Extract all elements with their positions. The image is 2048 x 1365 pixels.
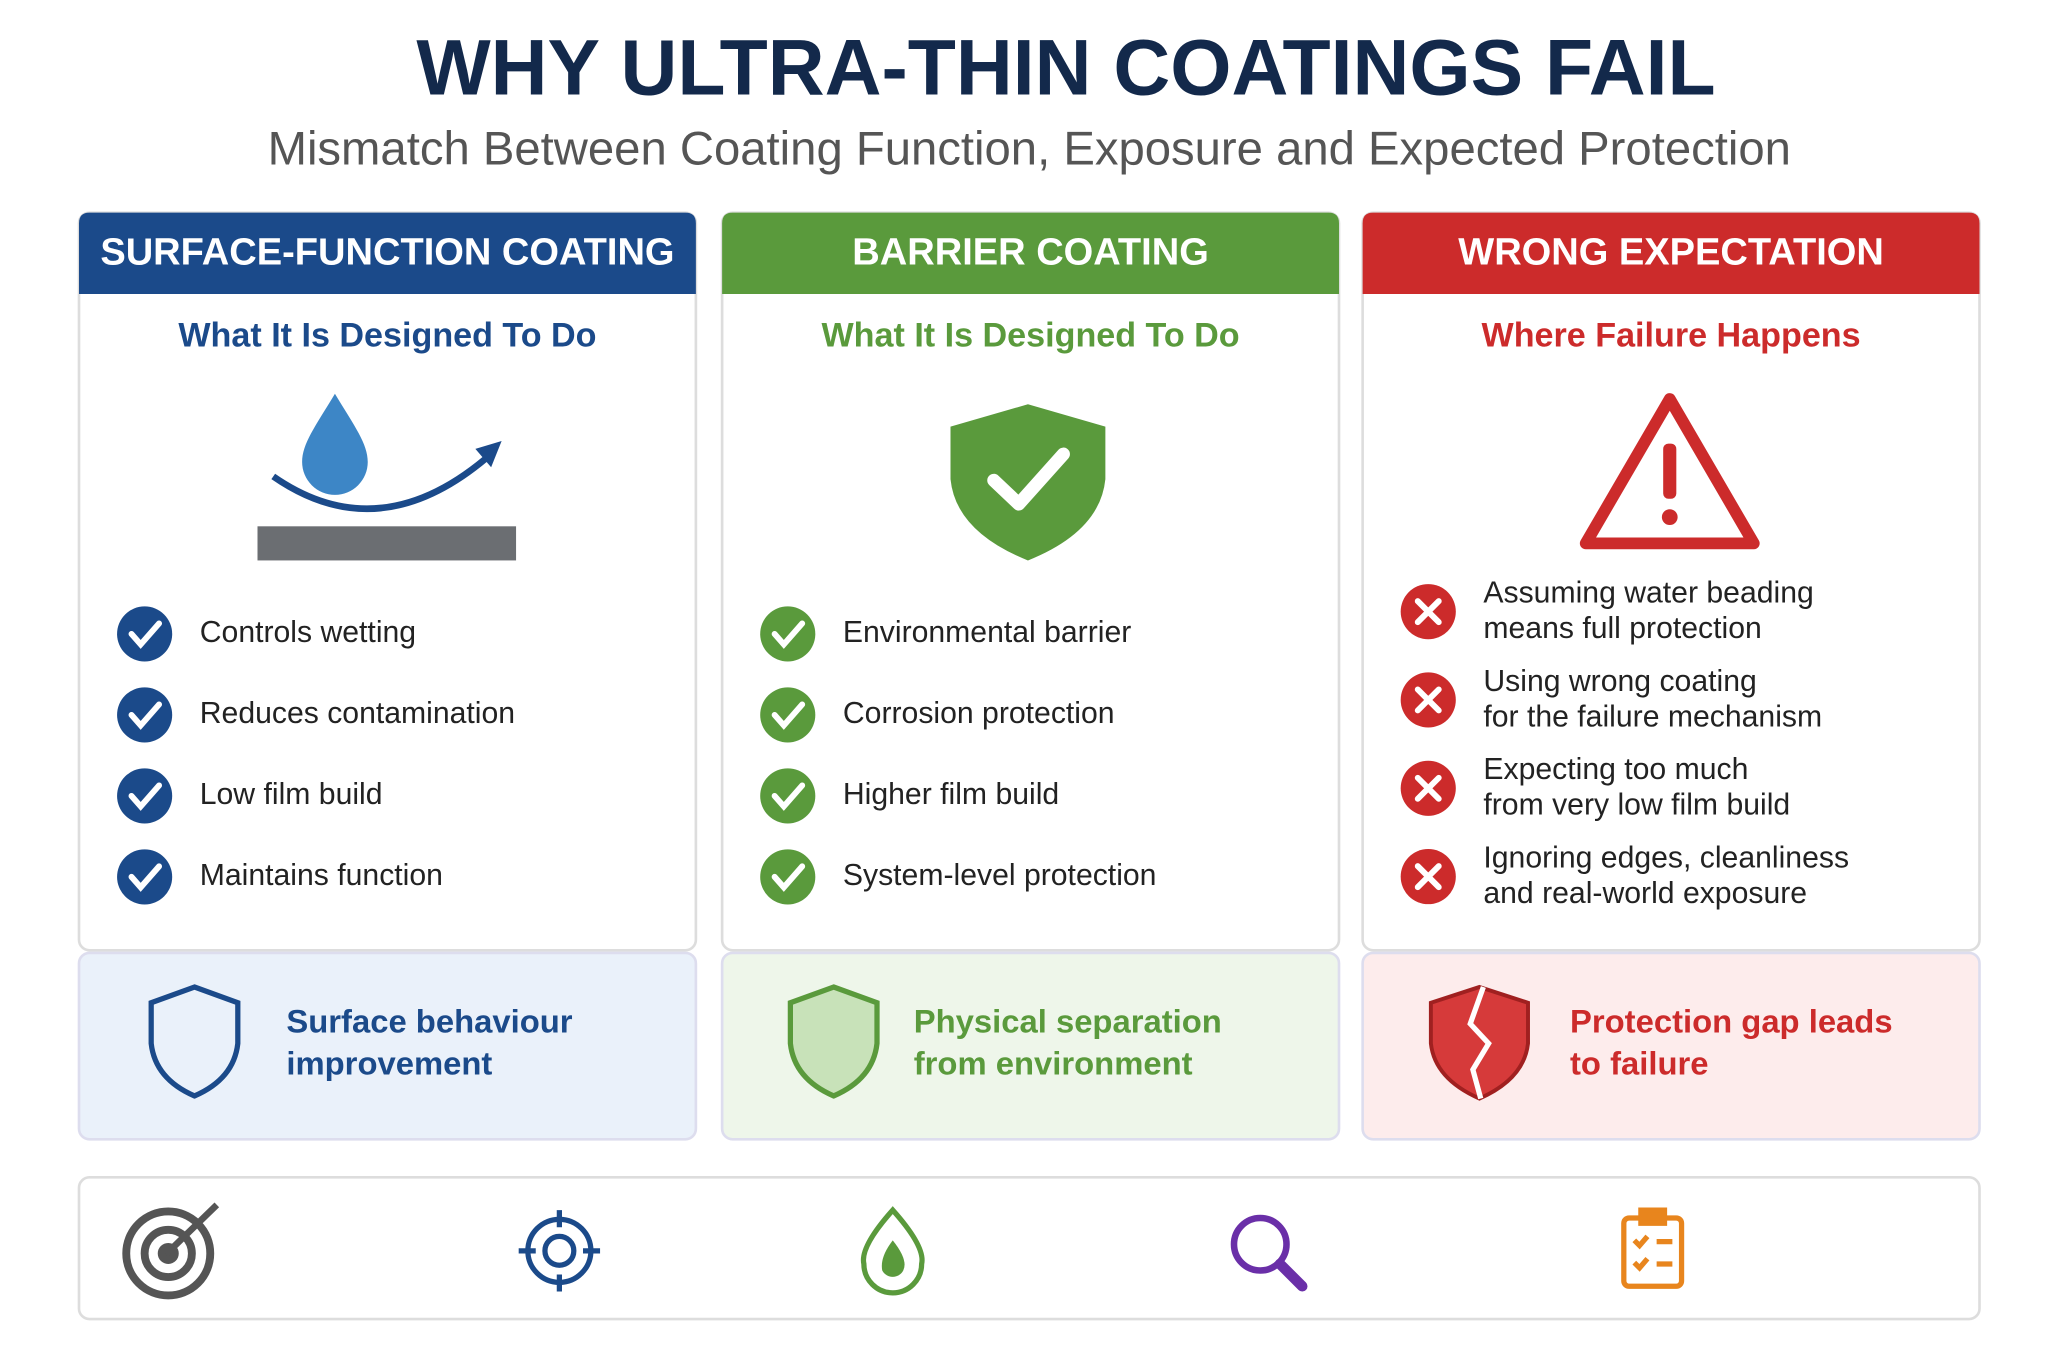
footer-text: improvement — [286, 1044, 492, 1081]
icon-glyph — [128, 863, 163, 892]
footer-shield — [148, 984, 241, 1099]
target-icon — [122, 1202, 220, 1300]
icon-glyph — [771, 701, 806, 730]
column-footer — [720, 951, 1341, 1141]
column-subheader: What It Is Designed To Do — [821, 316, 1239, 354]
column-header — [79, 212, 696, 294]
footer-shield — [787, 984, 880, 1099]
title: WHY ULTRA-THIN COATINGS FAIL — [416, 23, 1715, 111]
check-icon — [760, 687, 816, 743]
footer-text: Physical separation — [914, 1002, 1222, 1039]
shield-check-icon — [950, 404, 1106, 561]
success-bar — [77, 1176, 1981, 1321]
footer-shield-broken — [1428, 984, 1530, 1101]
check-icon — [760, 606, 816, 662]
item-text: Maintains function — [200, 859, 443, 892]
item-text: Environmental barrier — [843, 616, 1131, 649]
footer-text: Surface behaviour — [286, 1002, 572, 1039]
icon-glyph — [771, 620, 806, 649]
check-icon — [117, 606, 173, 662]
water-icon — [257, 393, 517, 561]
item-text: Reduces contamination — [200, 697, 515, 730]
item-text: Using wrong coating — [1483, 665, 1756, 698]
column-subheader: What It Is Designed To Do — [178, 316, 596, 354]
icon-glyph — [1414, 774, 1442, 802]
footer-text: to failure — [1570, 1044, 1709, 1081]
check-icon — [760, 849, 816, 905]
icon-glyph — [1414, 863, 1442, 891]
item-text: Ignoring edges, cleanliness — [1483, 842, 1849, 875]
icon-glyph — [128, 782, 163, 811]
warning-icon — [1579, 393, 1760, 550]
icon-glyph — [771, 863, 806, 892]
footer-text: Protection gap leads — [1570, 1002, 1893, 1039]
item-text: means full protection — [1483, 612, 1761, 645]
column-header-text: WRONG EXPECTATION — [1458, 232, 1884, 274]
footer-text: from environment — [914, 1044, 1193, 1081]
item-text: Low film build — [200, 778, 383, 811]
icon-glyph — [128, 701, 163, 730]
column-subheader: Where Failure Happens — [1482, 316, 1861, 354]
icon-glyph — [128, 620, 163, 649]
item-text: Corrosion protection — [843, 697, 1115, 730]
magnifier-icon — [1230, 1214, 1308, 1292]
column-header-text: SURFACE-FUNCTION COATING — [100, 232, 674, 274]
column-header-text: BARRIER COATING — [852, 232, 1209, 274]
item-text: Expecting too much — [1483, 753, 1748, 786]
check-icon — [760, 768, 816, 824]
item-text: System-level protection — [843, 859, 1157, 892]
column-header — [1362, 212, 1980, 294]
subtitle: Mismatch Between Coating Function, Expos… — [268, 123, 1791, 176]
item-text: Assuming water beading — [1483, 577, 1813, 610]
icon-glyph — [1414, 686, 1442, 714]
icon-glyph — [771, 782, 806, 811]
clipboard-icon — [1621, 1207, 1685, 1289]
flame-icon — [860, 1206, 925, 1296]
item-text: from very low film build — [1483, 789, 1790, 822]
column-header — [722, 212, 1339, 294]
item-text: and real-world exposure — [1483, 877, 1807, 910]
item-text: for the failure mechanism — [1483, 700, 1822, 733]
item-text: Controls wetting — [200, 616, 416, 649]
item-text: Higher film build — [843, 778, 1059, 811]
target-icon-blue — [518, 1210, 601, 1292]
check-icon — [117, 687, 173, 743]
check-icon — [117, 849, 173, 905]
check-icon — [117, 768, 173, 824]
icon-glyph — [1414, 598, 1442, 626]
